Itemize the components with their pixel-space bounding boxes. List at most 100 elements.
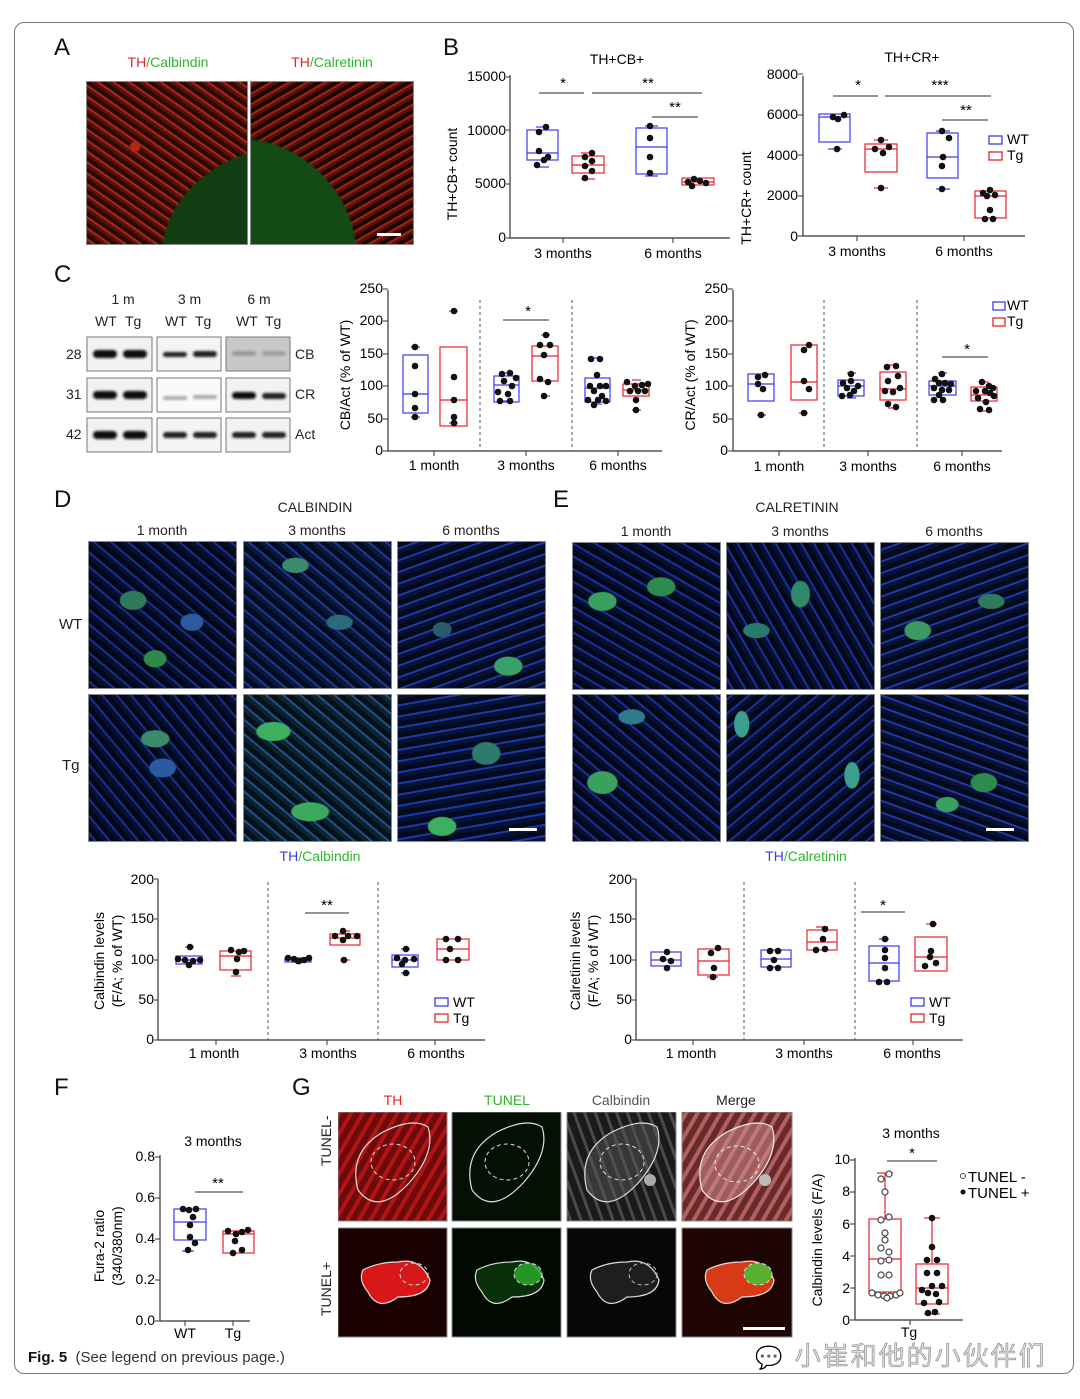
chart-panel-b: TH+CB+ TH+CB+ count 0 5000 10000 15000 3 mo… <box>444 49 1029 261</box>
blot-group-1m: 1 m <box>111 291 135 307</box>
svg-text:5000: 5000 <box>475 175 506 191</box>
svg-text:8: 8 <box>842 1183 850 1199</box>
micrograph-tg-1m <box>88 694 237 842</box>
svg-text:0: 0 <box>498 229 506 245</box>
micrograph-tg-6m <box>397 694 546 842</box>
svg-text:4: 4 <box>842 1248 850 1264</box>
legend-tunel: TUNEL - TUNEL + <box>960 1169 1030 1202</box>
micrograph-wt-6m <box>397 541 546 689</box>
svg-text:Tg: Tg <box>225 1325 241 1341</box>
svg-text:4000: 4000 <box>767 147 798 163</box>
col-tunel: TUNEL <box>484 1092 530 1108</box>
micrograph-th-calretinin <box>250 81 414 245</box>
svg-text:WT: WT <box>929 994 951 1010</box>
svg-text:2000: 2000 <box>767 187 798 203</box>
lane-tg: Tg <box>195 313 212 329</box>
svg-text:0.8: 0.8 <box>136 1148 156 1164</box>
chart-th-cb-count: TH+CB+ TH+CB+ count 0 5000 10000 15000 3 mo… <box>444 51 730 261</box>
svg-text:TH+CB+ count: TH+CB+ count <box>444 128 460 221</box>
panel-a-title-1: TH/Calbindin <box>127 54 209 70</box>
legend-wt-tg: WT Tg <box>910 994 951 1026</box>
svg-text:100: 100 <box>609 951 633 967</box>
panel-d-label: D <box>54 486 72 513</box>
svg-text:(F/A; % of WT): (F/A; % of WT) <box>109 915 125 1008</box>
chart-panel-c: CB/Act (% of WT) 0 50 100 150 200 250 1 month… <box>337 280 1029 474</box>
svg-text:6000: 6000 <box>767 106 798 122</box>
svg-text:1 month: 1 month <box>666 1045 717 1061</box>
lane-wt: WT <box>165 313 187 329</box>
panel-c-label: C <box>54 261 72 288</box>
svg-text:50: 50 <box>367 410 383 426</box>
legend-wt-tg: WT Tg <box>992 297 1029 329</box>
svg-text:6 months: 6 months <box>589 457 647 473</box>
col-merge: Merge <box>716 1092 756 1108</box>
micrograph-e-tg-1m <box>572 694 721 842</box>
lane-wt: WT <box>236 313 258 329</box>
svg-text:200: 200 <box>360 312 384 328</box>
legend-wt-tg: WT Tg <box>988 131 1029 163</box>
chart-calbindin-levels: Calbindin levels (F/A; % of WT) 0 50 100 15… <box>91 871 485 1061</box>
col-6-months: 6 months <box>442 522 500 538</box>
micrograph-e-wt-6m <box>880 542 1029 690</box>
svg-text:50: 50 <box>616 991 632 1007</box>
svg-text:10000: 10000 <box>467 122 506 138</box>
svg-text:TH+CB+: TH+CB+ <box>590 51 644 67</box>
micrograph-e-wt-3m <box>726 542 875 690</box>
micrograph-tunel-tunel-pos <box>451 1227 562 1338</box>
svg-text:0.0: 0.0 <box>136 1312 156 1328</box>
svg-text:CR/Act (% of WT): CR/Act (% of WT) <box>682 319 698 430</box>
svg-text:6 months: 6 months <box>935 243 993 259</box>
svg-text:***: *** <box>931 77 949 94</box>
micrograph-th-calbindin <box>86 81 248 245</box>
micrograph-wt-3m <box>243 541 392 689</box>
micrograph-calbindin-tunel-neg <box>566 1112 677 1222</box>
blot-group-6m: 6 m <box>247 291 271 307</box>
svg-text:Calbindin levels (F/A): Calbindin levels (F/A) <box>809 1173 825 1306</box>
svg-text:0: 0 <box>624 1031 632 1047</box>
svg-text:6 months: 6 months <box>883 1045 941 1061</box>
svg-text:1 month: 1 month <box>409 457 460 473</box>
svg-text:200: 200 <box>705 312 729 328</box>
svg-text:10: 10 <box>834 1151 850 1167</box>
svg-text:100: 100 <box>360 377 384 393</box>
panel-e-stain-label: TH/Calretinin <box>765 848 847 864</box>
col-3-months: 3 months <box>771 523 829 539</box>
svg-text:Tg: Tg <box>1007 147 1023 163</box>
svg-text:50: 50 <box>712 410 728 426</box>
svg-text:**: ** <box>960 102 972 119</box>
svg-text:0.4: 0.4 <box>136 1230 156 1246</box>
svg-text:150: 150 <box>705 345 729 361</box>
micrograph-wt-1m <box>88 541 237 689</box>
mw-28: 28 <box>66 346 82 362</box>
micrograph-tunel-tunel-neg <box>451 1112 562 1222</box>
svg-text:150: 150 <box>609 910 633 926</box>
wechat-icon: 💬 <box>755 1346 785 1372</box>
svg-text:*: * <box>560 75 566 92</box>
svg-text:150: 150 <box>360 345 384 361</box>
svg-text:6 months: 6 months <box>407 1045 465 1061</box>
row-wt: WT <box>59 616 83 633</box>
svg-text:250: 250 <box>705 280 729 296</box>
chart-panel-de: Calbindin levels (F/A; % of WT) 0 50 100 15… <box>91 871 963 1061</box>
svg-text:*: * <box>855 77 861 94</box>
scale-bar <box>377 233 401 236</box>
svg-text:*: * <box>525 303 531 320</box>
svg-text:1 month: 1 month <box>189 1045 240 1061</box>
panel-a-title-2: TH/Calretinin <box>291 54 373 70</box>
panel-e-label: E <box>553 486 570 513</box>
svg-text:0: 0 <box>720 442 728 458</box>
blot-label-cr: CR <box>295 386 316 402</box>
scale-bar <box>509 828 537 831</box>
svg-text:3 months: 3 months <box>839 458 897 474</box>
svg-text:1 month: 1 month <box>754 458 805 474</box>
panel-d-stain-label: TH/Calbindin <box>279 848 361 864</box>
panel-g-label: G <box>292 1074 311 1101</box>
micrograph-merge-tunel-pos <box>681 1227 793 1338</box>
svg-text:150: 150 <box>131 910 155 926</box>
svg-text:Tg: Tg <box>929 1010 945 1026</box>
panel-f-label: F <box>54 1074 69 1101</box>
svg-text:2: 2 <box>842 1280 850 1296</box>
scale-bar <box>986 828 1014 831</box>
col-3-months: 3 months <box>288 522 346 538</box>
col-6-months: 6 months <box>925 523 983 539</box>
